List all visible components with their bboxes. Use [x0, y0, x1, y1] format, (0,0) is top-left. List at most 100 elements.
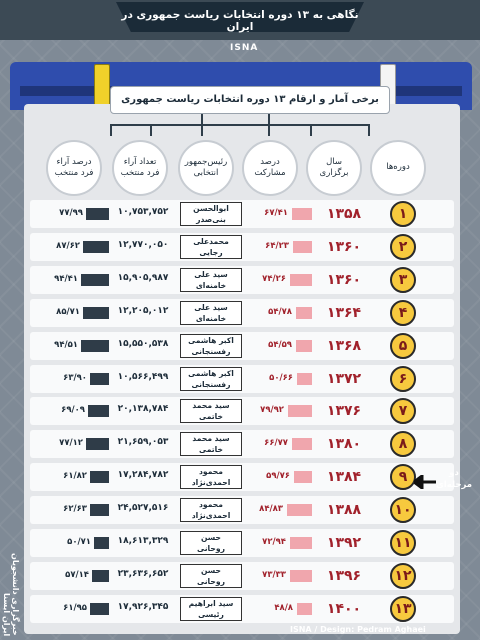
participation-value: ۵۰/۶۶ — [269, 372, 293, 383]
table-row: ۳ ۱۳۶۰ ۷۴/۲۶ سید علی خامنه‌ای ۱۵,۹۰۵,۹۸۷ ۹۴/۴… — [30, 265, 454, 294]
president-name: سید ابراهیم رئیسی — [180, 596, 242, 621]
president-name: سید علی خامنه‌ای — [180, 267, 242, 292]
connector-line — [310, 124, 312, 136]
period-number: ۲ — [390, 233, 416, 260]
vote-pct-value: ۷۷/۹۹ — [59, 208, 83, 218]
votes-count: ۱۷,۲۸۴,۷۸۲ — [117, 470, 169, 481]
header-vote-pct: درصد آراء فرد منتخب — [46, 140, 102, 196]
participation-value: ۸۴/۸۳ — [259, 504, 283, 515]
vote-pct-value: ۵۷/۱۴ — [65, 569, 89, 580]
connector-line — [110, 124, 370, 136]
vote-pct-bar — [81, 273, 109, 286]
design-credit: ISNA / Design: Pedram Aghaei — [290, 625, 426, 634]
election-year: ۱۳۶۴ — [326, 304, 362, 321]
election-year: ۱۳۷۲ — [326, 370, 362, 387]
vote-pct-value: ۷۷/۱۲ — [59, 438, 83, 449]
table-row: ۴ ۱۳۶۴ ۵۴/۷۸ سید علی خامنه‌ای ۱۲,۲۰۵,۰۱۲ ۸۵/۷… — [30, 298, 454, 327]
votes-count: ۱۷,۹۲۶,۳۴۵ — [117, 601, 169, 612]
election-year: ۱۳۸۰ — [326, 436, 362, 453]
vote-pct-value: ۶۱/۸۲ — [63, 471, 87, 482]
election-year: ۱۳۷۶ — [326, 403, 362, 420]
table-row: ۵ ۱۳۶۸ ۵۴/۵۹ اکبر هاشمی رفسنجانی ۱۵,۵۵۰,۵۳۸ ۹… — [30, 331, 454, 360]
participation-bar — [290, 537, 312, 549]
vote-pct-value: ۶۳/۹۰ — [63, 372, 87, 383]
votes-count: ۱۸,۶۱۳,۳۲۹ — [117, 536, 169, 546]
period-number: ۱۰ — [390, 497, 416, 524]
period-number: ۵ — [390, 332, 416, 359]
table-row: ۲ ۱۳۶۰ ۶۴/۲۳ محمدعلی رجایی ۱۲,۷۷۰,۰۵۰ ۸۷/۶۲ — [30, 232, 454, 261]
participation-value: ۷۹/۹۲ — [260, 405, 284, 416]
participation-bar — [287, 504, 312, 517]
president-name: حسن روحانی — [180, 531, 242, 555]
participation-value: ۷۲/۹۴ — [262, 537, 286, 547]
participation-bar — [296, 306, 312, 319]
participation-value: ۷۴/۲۶ — [262, 273, 286, 284]
header-votes: تعداد آراء فرد منتخب — [112, 140, 168, 196]
election-year: ۱۳۹۲ — [326, 535, 362, 551]
vote-pct-value: ۸۵/۷۱ — [56, 306, 80, 317]
table-row: ۶ ۱۳۷۲ ۵۰/۶۶ اکبر هاشمی رفسنجانی ۱۰,۵۶۶,۴۹۹ ۶… — [30, 364, 454, 393]
title-banner — [116, 2, 364, 32]
participation-bar — [293, 240, 312, 253]
participation-value: ۴۸/۸ — [274, 602, 293, 613]
participation-value: ۵۴/۷۸ — [268, 306, 292, 317]
period-number: ۸ — [390, 431, 416, 458]
period-number: ۶ — [390, 365, 416, 392]
votes-count: ۲۴,۵۲۷,۵۱۶ — [117, 503, 169, 514]
election-year: ۱۴۰۰ — [326, 600, 362, 617]
header-year: سال برگزاری — [306, 140, 362, 196]
vote-pct-bar — [83, 306, 109, 319]
table-row: ۱۲ ۱۳۹۶ ۷۳/۳۳ حسن روحانی ۲۳,۶۳۶,۶۵۲ ۵۷/۱۴ — [30, 561, 454, 590]
table-row: ۸ ۱۳۸۰ ۶۶/۷۷ سید محمد خاتمی ۲۱,۶۵۹,۰۵۳ ۷۷/۱۲ — [30, 430, 454, 459]
vote-pct-bar — [86, 438, 109, 451]
header-president: رئیس‌جمهور انتخابی — [178, 140, 234, 196]
votes-count: ۱۲,۷۷۰,۰۵۰ — [117, 239, 169, 250]
president-name: اکبر هاشمی رفسنجانی — [180, 333, 242, 358]
vote-pct-bar — [86, 208, 109, 220]
participation-bar — [292, 438, 312, 451]
vote-pct-value: ۶۲/۶۳ — [63, 504, 87, 515]
votes-count: ۲۱,۶۵۹,۰۵۳ — [117, 437, 169, 448]
table-row: ۱۰ ۱۳۸۸ ۸۴/۸۳ محمود احمدی‌نژاد ۲۴,۵۲۷,۵۱۶ ۶۲/… — [30, 496, 454, 525]
table-row: ۱۱ ۱۳۹۲ ۷۲/۹۴ حسن روحانی ۱۸,۶۱۳,۳۲۹ ۵۰/۷۱ — [30, 529, 454, 557]
agency-logo: ISNA — [230, 43, 259, 53]
vote-pct-bar — [81, 339, 109, 352]
votes-count: ۱۰,۵۶۶,۴۹۹ — [117, 371, 169, 382]
arrow-icon — [414, 475, 436, 489]
subtitle: برخی آمار و ارقام ۱۳ دوره انتخابات ریاست… — [110, 86, 390, 114]
period-number: ۱ — [390, 201, 416, 227]
page-title: نگاهی به ۱۳ دوره انتخابات ریاست جمهوری د… — [121, 9, 359, 33]
participation-bar — [290, 273, 312, 286]
participation-bar — [296, 339, 312, 352]
side-logo: خبرگزاری دانشجویان ایران ایسنا — [2, 553, 20, 636]
period-number: ۷ — [390, 398, 416, 425]
votes-count: ۱۰,۷۵۳,۷۵۲ — [117, 207, 169, 217]
votes-count: ۲۰,۱۳۸,۷۸۴ — [117, 404, 169, 415]
vote-pct-value: ۹۴/۴۱ — [54, 273, 78, 284]
election-year: ۱۳۶۰ — [326, 238, 362, 255]
participation-bar — [292, 208, 312, 220]
participation-value: ۵۴/۵۹ — [268, 339, 292, 350]
vote-pct-value: ۶۹/۰۹ — [61, 405, 85, 416]
connector-line — [268, 114, 270, 136]
votes-count: ۱۲,۲۰۵,۰۱۲ — [117, 305, 169, 316]
vote-pct-bar — [83, 240, 109, 253]
president-name: محمود احمدی‌نژاد — [180, 465, 242, 490]
connector-line — [150, 124, 152, 136]
participation-value: ۶۷/۴۱ — [264, 208, 288, 218]
participation-bar — [288, 405, 312, 418]
vote-pct-value: ۵۰/۷۱ — [67, 537, 91, 547]
period-number: ۳ — [390, 266, 416, 293]
vote-pct-bar — [94, 537, 109, 549]
period-number: ۴ — [390, 299, 416, 326]
election-year: ۱۳۹۶ — [326, 567, 362, 584]
header-participation: درصد مشارکت — [242, 140, 298, 196]
president-name: محمود احمدی‌نژاد — [180, 498, 242, 523]
participation-bar — [290, 569, 312, 582]
table-row: ۱ ۱۳۵۸ ۶۷/۴۱ ابوالحسن بنی‌صدر ۱۰,۷۵۳,۷۵۲ ۷۷/۹… — [30, 200, 454, 228]
president-name: سید محمد خاتمی — [180, 399, 242, 424]
president-name: سید محمد خاتمی — [180, 432, 242, 457]
connector-line — [201, 114, 203, 136]
vote-pct-bar — [90, 471, 109, 484]
table-row: ۷ ۱۳۷۶ ۷۹/۹۲ سید محمد خاتمی ۲۰,۱۳۸,۷۸۴ ۶۹/۰۹ — [30, 397, 454, 426]
